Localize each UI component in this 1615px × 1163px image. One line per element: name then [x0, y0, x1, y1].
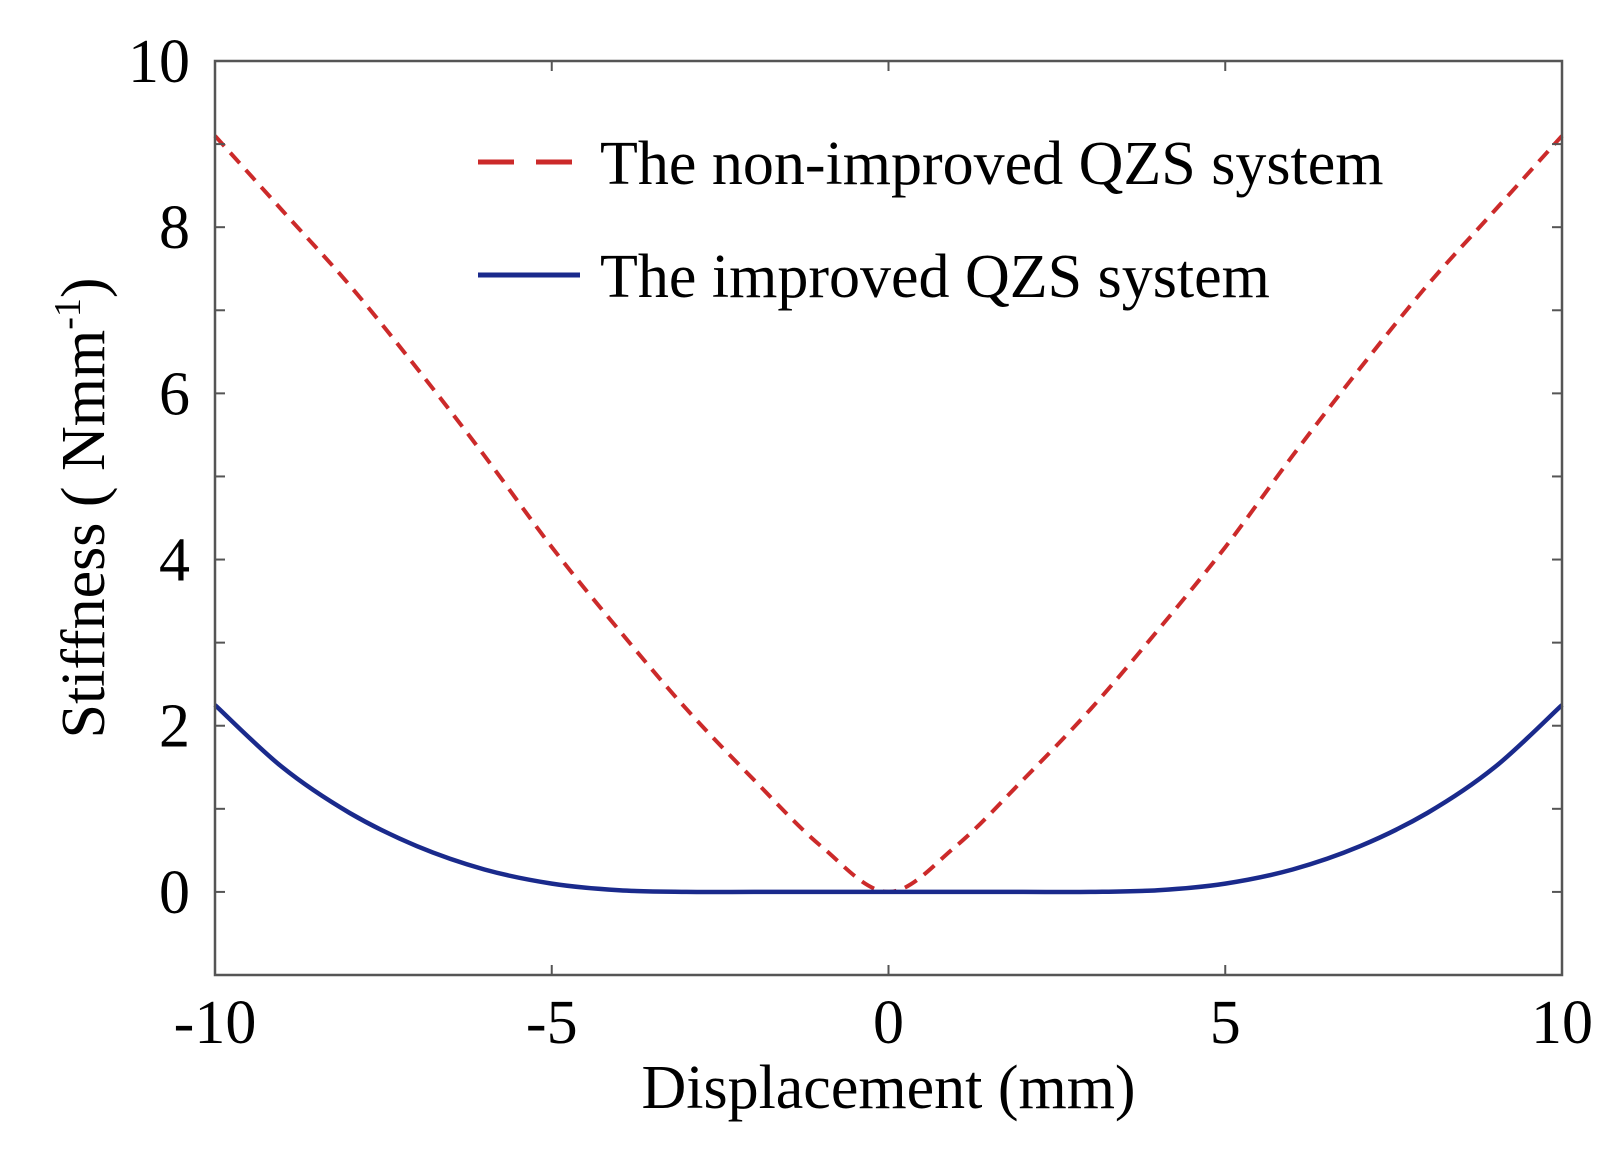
- y-tick-label: 6: [159, 360, 190, 428]
- y-axis-title-main: Stiffness ( Nmm: [50, 330, 118, 739]
- series-layer: [213, 134, 1564, 895]
- y-tick-label: 4: [159, 527, 190, 595]
- y-tick-label: 0: [159, 859, 190, 927]
- y-tick-label: 8: [159, 194, 190, 262]
- x-tick-label: 5: [1210, 989, 1241, 1057]
- x-axis-title: Displacement (mm): [641, 1054, 1135, 1122]
- y-tick-label: 2: [159, 693, 190, 761]
- x-tick-label: 10: [1531, 989, 1593, 1057]
- x-tick-label: -10: [174, 989, 257, 1057]
- plot-frame: [213, 59, 1564, 977]
- labels-layer: -10 -5 0 5 10 0 2 4 6 8 10: [128, 28, 1593, 1057]
- y-axis-title-close: ): [50, 277, 118, 298]
- x-tick-label: -5: [526, 989, 578, 1057]
- legend: The non-improved QZS system The improved…: [478, 130, 1384, 311]
- y-axis-title: Stiffness ( Nmm-1): [47, 277, 118, 738]
- series-line-improved: [213, 703, 1564, 895]
- y-axis-title-superscript: -1: [47, 298, 89, 330]
- x-tick-label: 0: [873, 989, 904, 1057]
- ticks-layer: [214, 60, 1563, 976]
- legend-label-non-improved: The non-improved QZS system: [600, 130, 1384, 198]
- y-tick-label: 10: [128, 28, 190, 96]
- legend-label-improved: The improved QZS system: [600, 243, 1270, 311]
